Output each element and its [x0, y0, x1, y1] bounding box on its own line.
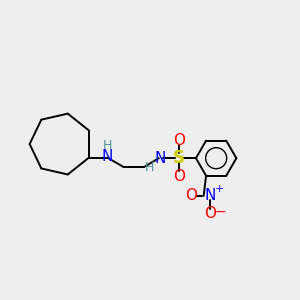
Text: O: O	[173, 169, 185, 184]
Text: O: O	[173, 133, 185, 148]
Text: +: +	[214, 184, 224, 194]
Text: H: H	[145, 161, 154, 174]
Text: O: O	[185, 188, 197, 203]
Text: −: −	[215, 205, 226, 219]
Text: S: S	[173, 149, 185, 167]
Text: N: N	[154, 151, 166, 166]
Text: H: H	[103, 139, 112, 152]
Text: N: N	[205, 188, 216, 203]
Text: N: N	[102, 149, 113, 164]
Text: O: O	[204, 206, 216, 220]
